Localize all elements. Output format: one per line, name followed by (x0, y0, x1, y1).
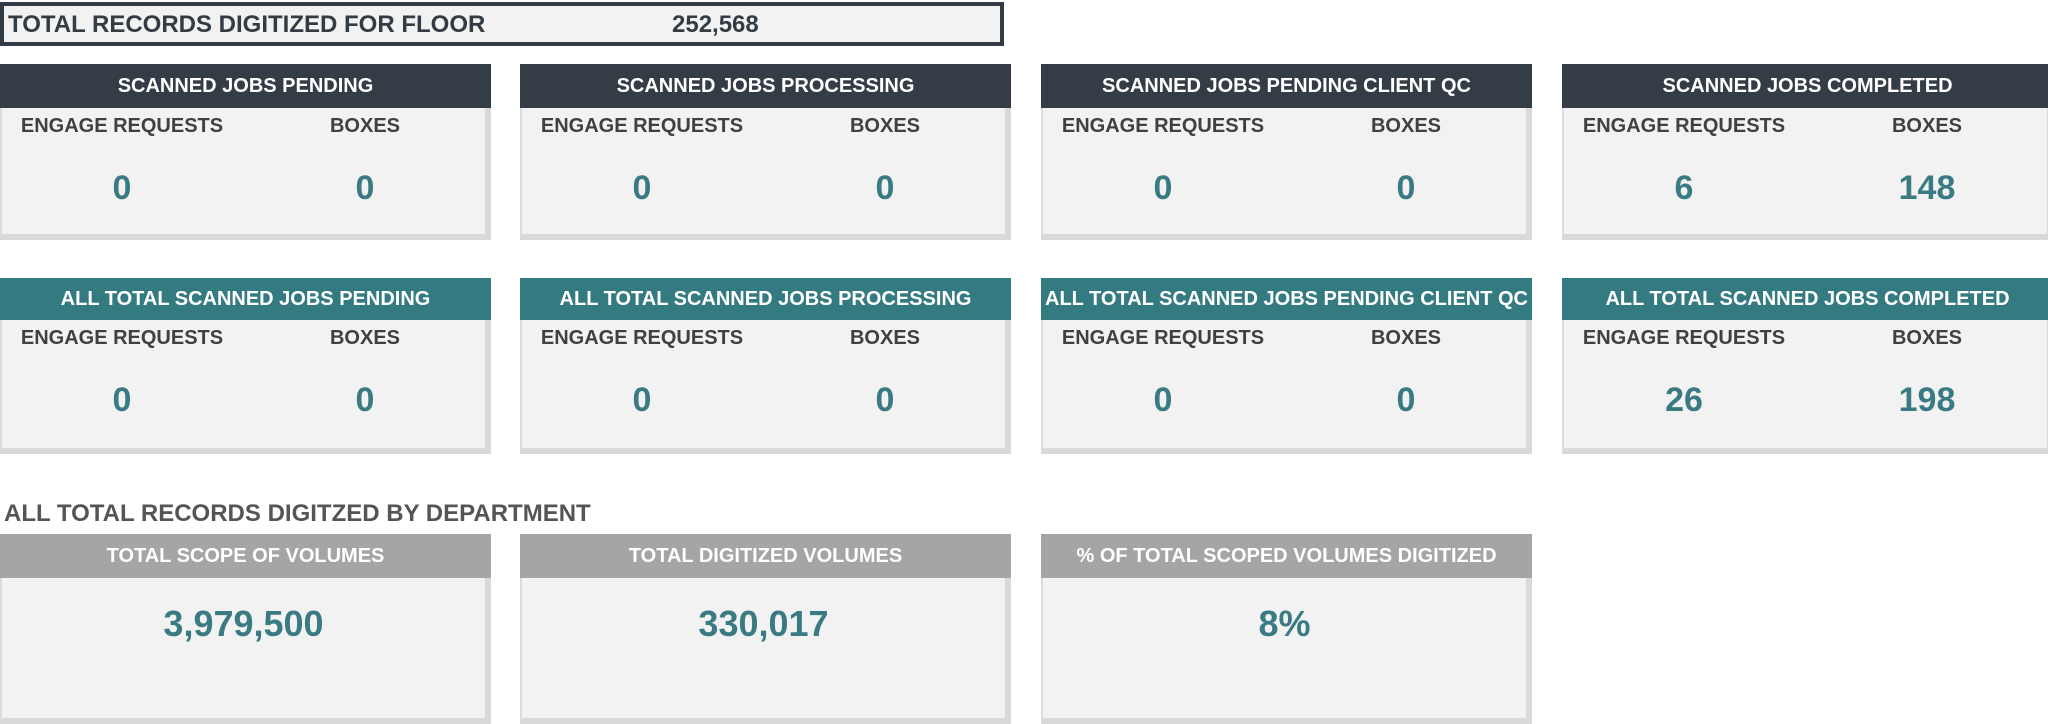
metric-value: 8% (1258, 603, 1311, 644)
boxes-label: BOXES (329, 115, 401, 137)
card-body: ENGAGE REQUESTS 0 BOXES 0 (520, 320, 1011, 454)
requests-label: ENGAGE REQUESTS (1061, 327, 1265, 349)
requests-column: ENGAGE REQUESTS 0 (1043, 108, 1283, 208)
card-body: ENGAGE REQUESTS 0 BOXES 0 (1041, 108, 1532, 240)
requests-column: ENGAGE REQUESTS 26 (1564, 320, 1804, 420)
boxes-column: BOXES 0 (765, 320, 1005, 420)
requests-column: ENGAGE REQUESTS 0 (2, 108, 242, 208)
card-header: ALL TOTAL SCANNED JOBS PENDING (0, 278, 491, 320)
metric-value: 3,979,500 (163, 603, 324, 644)
boxes-column: BOXES 0 (1286, 108, 1526, 208)
floor-total-banner: TOTAL RECORDS DIGITIZED FOR FLOOR 252,56… (0, 2, 1004, 46)
requests-label: ENGAGE REQUESTS (20, 115, 224, 137)
requests-value: 0 (1153, 169, 1173, 207)
card-body: 330,017 (520, 578, 1011, 724)
boxes-value: 0 (355, 381, 375, 419)
boxes-label: BOXES (1891, 115, 1963, 137)
card-header: TOTAL DIGITIZED VOLUMES (520, 534, 1011, 578)
card-header: TOTAL SCOPE OF VOLUMES (0, 534, 491, 578)
boxes-value: 0 (1396, 381, 1416, 419)
card-body: ENGAGE REQUESTS 0 BOXES 0 (1041, 320, 1532, 454)
boxes-label: BOXES (849, 327, 921, 349)
all-total-jobs-pending-card: ALL TOTAL SCANNED JOBS PENDING ENGAGE RE… (0, 278, 491, 454)
requests-label: ENGAGE REQUESTS (1582, 115, 1786, 137)
card-header: ALL TOTAL SCANNED JOBS PENDING CLIENT QC (1041, 278, 1532, 320)
total-digitized-volumes-card: TOTAL DIGITIZED VOLUMES 330,017 (520, 534, 1011, 724)
floor-total-value: 252,568 (672, 11, 759, 38)
boxes-column: BOXES 0 (245, 320, 485, 420)
department-section-title: ALL TOTAL RECORDS DIGITZED BY DEPARTMENT (4, 500, 591, 527)
boxes-label: BOXES (1370, 115, 1442, 137)
boxes-value: 198 (1898, 381, 1956, 419)
card-body: 8% (1041, 578, 1532, 724)
boxes-value: 148 (1898, 169, 1956, 207)
card-body: 3,979,500 (0, 578, 491, 724)
scanned-jobs-processing-card: SCANNED JOBS PROCESSING ENGAGE REQUESTS … (520, 64, 1011, 240)
all-total-jobs-processing-card: ALL TOTAL SCANNED JOBS PROCESSING ENGAGE… (520, 278, 1011, 454)
scanned-jobs-pending-client-qc-card: SCANNED JOBS PENDING CLIENT QC ENGAGE RE… (1041, 64, 1532, 240)
boxes-label: BOXES (329, 327, 401, 349)
card-body: ENGAGE REQUESTS 0 BOXES 0 (0, 108, 491, 240)
card-body: ENGAGE REQUESTS 26 BOXES 198 (1562, 320, 2048, 454)
requests-value: 0 (632, 169, 652, 207)
all-total-jobs-completed-card: ALL TOTAL SCANNED JOBS COMPLETED ENGAGE … (1562, 278, 2048, 454)
requests-label: ENGAGE REQUESTS (1582, 327, 1786, 349)
card-header: ALL TOTAL SCANNED JOBS PROCESSING (520, 278, 1011, 320)
card-header: % OF TOTAL SCOPED VOLUMES DIGITIZED (1041, 534, 1532, 578)
scanned-jobs-completed-card: SCANNED JOBS COMPLETED ENGAGE REQUESTS 6… (1562, 64, 2048, 240)
scanned-jobs-pending-card: SCANNED JOBS PENDING ENGAGE REQUESTS 0 B… (0, 64, 491, 240)
boxes-label: BOXES (1370, 327, 1442, 349)
boxes-column: BOXES 148 (1807, 108, 2047, 208)
boxes-column: BOXES 0 (765, 108, 1005, 208)
requests-value: 0 (1153, 381, 1173, 419)
requests-column: ENGAGE REQUESTS 0 (522, 320, 762, 420)
card-header: ALL TOTAL SCANNED JOBS COMPLETED (1562, 278, 2048, 320)
boxes-label: BOXES (1891, 327, 1963, 349)
boxes-value: 0 (355, 169, 375, 207)
boxes-value: 0 (875, 381, 895, 419)
card-body: ENGAGE REQUESTS 0 BOXES 0 (520, 108, 1011, 240)
boxes-column: BOXES 0 (245, 108, 485, 208)
requests-column: ENGAGE REQUESTS 0 (2, 320, 242, 420)
requests-label: ENGAGE REQUESTS (1061, 115, 1265, 137)
card-header: SCANNED JOBS COMPLETED (1562, 64, 2048, 108)
card-header: SCANNED JOBS PENDING (0, 64, 491, 108)
boxes-value: 0 (875, 169, 895, 207)
card-body: ENGAGE REQUESTS 6 BOXES 148 (1562, 108, 2048, 240)
floor-total-label: TOTAL RECORDS DIGITIZED FOR FLOOR (8, 11, 486, 38)
card-header: SCANNED JOBS PROCESSING (520, 64, 1011, 108)
boxes-value: 0 (1396, 169, 1416, 207)
requests-label: ENGAGE REQUESTS (20, 327, 224, 349)
all-total-jobs-pending-client-qc-card: ALL TOTAL SCANNED JOBS PENDING CLIENT QC… (1041, 278, 1532, 454)
card-header: SCANNED JOBS PENDING CLIENT QC (1041, 64, 1532, 108)
requests-column: ENGAGE REQUESTS 0 (522, 108, 762, 208)
requests-label: ENGAGE REQUESTS (540, 115, 744, 137)
boxes-label: BOXES (849, 115, 921, 137)
requests-label: ENGAGE REQUESTS (540, 327, 744, 349)
metric-value: 330,017 (698, 603, 829, 644)
requests-value: 0 (112, 169, 132, 207)
card-body: ENGAGE REQUESTS 0 BOXES 0 (0, 320, 491, 454)
percent-digitized-card: % OF TOTAL SCOPED VOLUMES DIGITIZED 8% (1041, 534, 1532, 724)
requests-value: 0 (632, 381, 652, 419)
boxes-column: BOXES 0 (1286, 320, 1526, 420)
requests-column: ENGAGE REQUESTS 6 (1564, 108, 1804, 208)
requests-value: 0 (112, 381, 132, 419)
requests-value: 6 (1674, 169, 1694, 207)
boxes-column: BOXES 198 (1807, 320, 2047, 420)
total-scope-volumes-card: TOTAL SCOPE OF VOLUMES 3,979,500 (0, 534, 491, 724)
requests-value: 26 (1665, 381, 1703, 419)
requests-column: ENGAGE REQUESTS 0 (1043, 320, 1283, 420)
